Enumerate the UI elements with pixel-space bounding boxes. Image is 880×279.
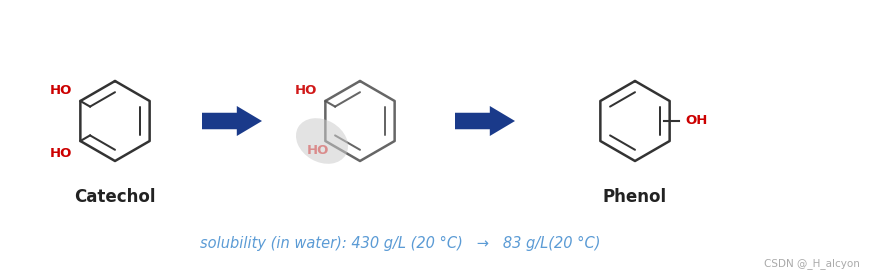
Text: HO: HO [50, 147, 72, 160]
Text: Catechol: Catechol [74, 188, 156, 206]
Text: HO: HO [50, 84, 72, 97]
Text: HO: HO [307, 145, 329, 158]
Polygon shape [455, 106, 515, 136]
Text: solubility (in water): 430 g/L (20 °C)   →   83 g/L(20 °C): solubility (in water): 430 g/L (20 °C) →… [200, 235, 600, 251]
Text: OH: OH [685, 114, 708, 128]
Text: CSDN @_H_alcyon: CSDN @_H_alcyon [764, 258, 860, 269]
Ellipse shape [296, 118, 348, 164]
Text: HO: HO [295, 84, 318, 97]
Polygon shape [202, 106, 262, 136]
Text: Phenol: Phenol [603, 188, 667, 206]
